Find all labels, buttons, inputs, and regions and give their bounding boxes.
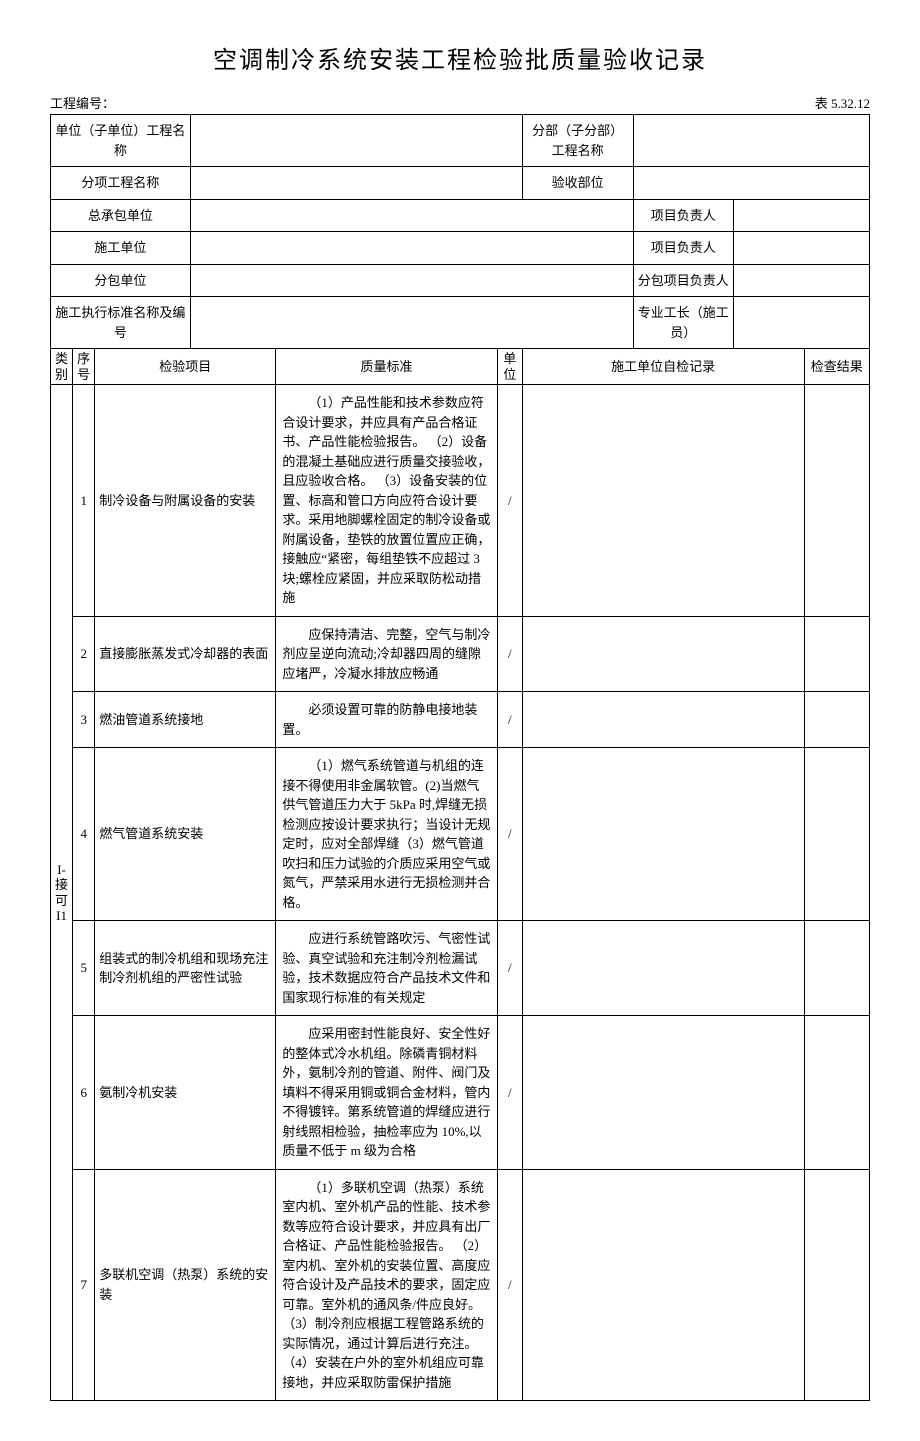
row-selfcheck	[522, 921, 804, 1016]
row-unit: /	[497, 616, 522, 692]
row-unit: /	[497, 1169, 522, 1401]
row-item: 燃气管道系统安装	[95, 748, 276, 921]
column-header-row: 类别 序号 检验项目 质量标准 单位 施工单位自检记录 检查结果	[51, 349, 870, 385]
row-unit: /	[497, 921, 522, 1016]
row-unit: /	[497, 748, 522, 921]
row-result	[804, 1169, 869, 1401]
constructor-value	[190, 232, 633, 265]
row-std: 应进行系统管路吹污、气密性试验、真空试验和充注制冷剂检漏试验，技术数据应符合产品…	[276, 921, 497, 1016]
pm1-value	[734, 199, 870, 232]
header-row-5: 分包单位 分包项目负责人	[51, 264, 870, 297]
row-item: 燃油管道系统接地	[95, 692, 276, 748]
row-selfcheck	[522, 385, 804, 617]
gen-contractor-label: 总承包单位	[51, 199, 191, 232]
row-std: 必须设置可靠的防静电接地装置。	[276, 692, 497, 748]
header-row-2: 分项工程名称 验收部位	[51, 167, 870, 200]
table-row: 6 氨制冷机安装 应采用密封性能良好、安全性好的整体式冷水机组。除磷青铜材料外，…	[51, 1016, 870, 1170]
top-meta: 工程编号： 表 5.32.12	[50, 93, 870, 112]
std-value	[190, 297, 633, 349]
row-no: 3	[73, 692, 95, 748]
row-result	[804, 748, 869, 921]
item-name-label: 分项工程名称	[51, 167, 191, 200]
foreman-value	[734, 297, 870, 349]
row-result	[804, 1016, 869, 1170]
pm1-label: 项目负责人	[633, 199, 734, 232]
header-row-6: 施工执行标准名称及编号 专业工长（施工员）	[51, 297, 870, 349]
table-row: I-接可I1 1 制冷设备与附属设备的安装 （1）产品性能和技术参数应符合设计要…	[51, 385, 870, 617]
row-selfcheck	[522, 748, 804, 921]
constructor-label: 施工单位	[51, 232, 191, 265]
row-unit: /	[497, 385, 522, 617]
row-item: 氨制冷机安装	[95, 1016, 276, 1170]
row-std: （1）产品性能和技术参数应符合设计要求，并应具有产品合格证书、产品性能检验报告。…	[276, 385, 497, 617]
row-result	[804, 692, 869, 748]
pm2-value	[734, 232, 870, 265]
row-no: 1	[73, 385, 95, 617]
item-name-value	[190, 167, 522, 200]
sub-pm-value	[734, 264, 870, 297]
row-no: 7	[73, 1169, 95, 1401]
header-row-3: 总承包单位 项目负责人	[51, 199, 870, 232]
row-result	[804, 616, 869, 692]
row-item: 制冷设备与附属设备的安装	[95, 385, 276, 617]
project-no-label: 工程编号：	[50, 93, 115, 112]
row-item: 组装式的制冷机组和现场充注制冷剂机组的严密性试验	[95, 921, 276, 1016]
table-row: 7 多联机空调（热泵）系统的安装 （1）多联机空调（热泵）系统室内机、室外机产品…	[51, 1169, 870, 1401]
row-selfcheck	[522, 692, 804, 748]
foreman-label: 专业工长（施工员）	[633, 297, 734, 349]
row-no: 4	[73, 748, 95, 921]
row-std: （1）多联机空调（热泵）系统室内机、室外机产品的性能、技术参数等应符合设计要求，…	[276, 1169, 497, 1401]
row-unit: /	[497, 1016, 522, 1170]
sub-pm-label: 分包项目负责人	[633, 264, 734, 297]
row-result	[804, 921, 869, 1016]
row-item: 直接膨胀蒸发式冷却器的表面	[95, 616, 276, 692]
col-seq: 序号	[73, 349, 95, 385]
subcontractor-value	[190, 264, 633, 297]
page-title: 空调制冷系统安装工程检验批质量验收记录	[50, 40, 870, 75]
header-row-4: 施工单位 项目负责人	[51, 232, 870, 265]
sub-name-value	[633, 115, 870, 167]
pm2-label: 项目负责人	[633, 232, 734, 265]
accept-part-label: 验收部位	[522, 167, 633, 200]
row-no: 6	[73, 1016, 95, 1170]
gen-contractor-value	[190, 199, 633, 232]
category-cell: I-接可I1	[51, 385, 73, 1401]
row-no: 2	[73, 616, 95, 692]
table-row: 3 燃油管道系统接地 必须设置可靠的防静电接地装置。 /	[51, 692, 870, 748]
std-label: 施工执行标准名称及编号	[51, 297, 191, 349]
col-self-check: 施工单位自检记录	[522, 349, 804, 385]
row-selfcheck	[522, 616, 804, 692]
unit-name-label: 单位（子单位）工程名称	[51, 115, 191, 167]
col-quality-std: 质量标准	[276, 349, 497, 385]
header-row-1: 单位（子单位）工程名称 分部（子分部）工程名称	[51, 115, 870, 167]
col-result: 检查结果	[804, 349, 869, 385]
table-no: 表 5.32.12	[815, 93, 870, 112]
unit-name-value	[190, 115, 522, 167]
row-std: 应采用密封性能良好、安全性好的整体式冷水机组。除磷青铜材料外，氨制冷剂的管道、附…	[276, 1016, 497, 1170]
row-item: 多联机空调（热泵）系统的安装	[95, 1169, 276, 1401]
col-inspect-item: 检验项目	[95, 349, 276, 385]
col-unit: 单位	[497, 349, 522, 385]
row-result	[804, 385, 869, 617]
accept-part-value	[633, 167, 870, 200]
row-selfcheck	[522, 1169, 804, 1401]
subcontractor-label: 分包单位	[51, 264, 191, 297]
row-std: 应保持清洁、完整，空气与制冷剂应呈逆向流动;冷却器四周的缝隙应堵严，冷凝水排放应…	[276, 616, 497, 692]
table-row: 5 组装式的制冷机组和现场充注制冷剂机组的严密性试验 应进行系统管路吹污、气密性…	[51, 921, 870, 1016]
col-category: 类别	[51, 349, 73, 385]
inspection-table: 单位（子单位）工程名称 分部（子分部）工程名称 分项工程名称 验收部位 总承包单…	[50, 114, 870, 1401]
row-no: 5	[73, 921, 95, 1016]
sub-name-label: 分部（子分部）工程名称	[522, 115, 633, 167]
table-row: 4 燃气管道系统安装 （1）燃气系统管道与机组的连接不得使用非金属软管。(2)当…	[51, 748, 870, 921]
table-row: 2 直接膨胀蒸发式冷却器的表面 应保持清洁、完整，空气与制冷剂应呈逆向流动;冷却…	[51, 616, 870, 692]
row-std: （1）燃气系统管道与机组的连接不得使用非金属软管。(2)当燃气供气管道压力大于 …	[276, 748, 497, 921]
row-selfcheck	[522, 1016, 804, 1170]
row-unit: /	[497, 692, 522, 748]
